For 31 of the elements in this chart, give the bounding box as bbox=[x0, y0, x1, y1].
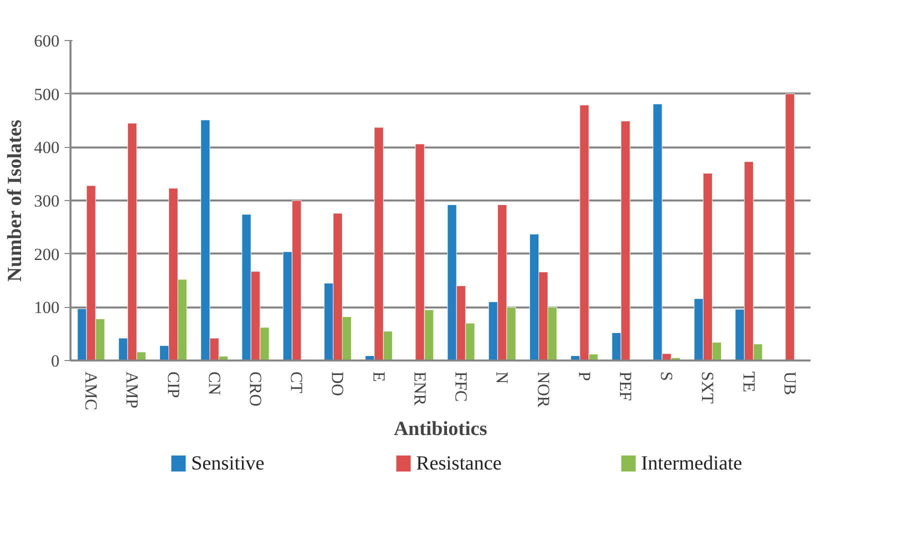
y-tick-label: 500 bbox=[34, 84, 60, 104]
legend-label: Sensitive bbox=[191, 452, 265, 474]
bar bbox=[785, 94, 795, 360]
x-tick-label: P bbox=[574, 372, 594, 381]
y-tick-label: 300 bbox=[34, 192, 60, 210]
y-tick-label: 200 bbox=[34, 244, 60, 264]
x-tick-label: UB bbox=[780, 372, 800, 396]
x-tick-label: AMP bbox=[122, 372, 142, 408]
y-tick-label: 100 bbox=[34, 298, 60, 318]
y-tick-label: 0 bbox=[51, 352, 60, 370]
x-tick-label: PEF bbox=[616, 372, 635, 401]
legend-label: Resistance bbox=[416, 452, 502, 474]
x-tick-label: E bbox=[369, 372, 388, 382]
x-axis-title: Antibiotics bbox=[394, 418, 488, 440]
x-tick-label: TE bbox=[739, 372, 758, 392]
x-tick-label: CRO bbox=[246, 372, 265, 406]
legend-label: Intermediate bbox=[641, 452, 742, 474]
x-tick-label: ENR bbox=[410, 372, 430, 406]
x-tick-label: FFC bbox=[452, 372, 471, 402]
x-tick-label: CIP bbox=[164, 372, 183, 398]
x-tick-label: DO bbox=[328, 372, 348, 396]
x-tick-label: CT bbox=[287, 372, 306, 394]
y-tick-label: 600 bbox=[34, 32, 60, 50]
x-tick-label: CN bbox=[204, 372, 224, 396]
x-tick-label: NOR bbox=[534, 372, 553, 408]
x-tick-label: S bbox=[657, 372, 676, 381]
x-tick-label: N bbox=[492, 372, 512, 384]
y-tick-label: 400 bbox=[34, 138, 60, 158]
y-axis-title: Number of Isolates bbox=[4, 120, 26, 282]
x-tick-label: SXT bbox=[698, 372, 718, 404]
x-tick-label: AMC bbox=[82, 372, 101, 410]
